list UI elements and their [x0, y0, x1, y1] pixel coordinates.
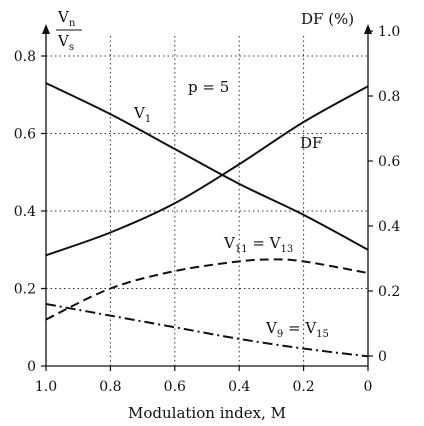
series-layer: [45, 82, 369, 358]
right-tick-label: 0.4: [378, 219, 400, 235]
series-line: [45, 258, 369, 321]
left-tick-label: 0.2: [14, 282, 36, 298]
series-label: V9 = V15: [265, 319, 329, 340]
x-tick-label: 0: [364, 379, 373, 395]
series-label: V1: [133, 104, 151, 125]
left-tick-label: 0: [27, 359, 36, 375]
x-tick-label: 1.0: [35, 379, 57, 395]
left-tick-label: 0.4: [14, 204, 36, 220]
left-axis-arrow: [42, 24, 50, 34]
series-line: [45, 82, 369, 251]
right-axis-title: DF (%): [301, 10, 354, 28]
left-tick-label: 0.6: [14, 127, 36, 143]
left-tick-label: 0.8: [14, 49, 36, 65]
axes: 1.0 0.8 0.6 0.4 0.2 000.20.40.60.800.20.40.60…: [14, 24, 400, 395]
x-tick-label: 0.4: [228, 379, 250, 395]
right-tick-label: 0.2: [378, 284, 400, 300]
annotation-p: p = 5: [188, 78, 229, 96]
right-tick-label: 0: [378, 349, 387, 365]
x-tick-label: 0.8: [99, 379, 121, 395]
right-tick-label: 0.6: [378, 154, 400, 170]
series-label: DF: [300, 134, 322, 152]
x-tick-label: 0.6: [164, 379, 186, 395]
x-tick-label: 0.2: [292, 379, 314, 395]
series-line: [45, 303, 369, 358]
series-label: V11 = V13: [223, 234, 293, 255]
x-axis-title: Modulation index, M: [128, 404, 286, 422]
series-line: [45, 85, 369, 257]
grid-lines: [46, 36, 368, 366]
left-axis-title-numerator: Vn: [57, 8, 76, 29]
labels: Modulation index, M Vn Vs DF (%) p = 5 V1 DF V1…: [56, 8, 354, 422]
right-tick-label: 0.8: [378, 89, 400, 105]
right-tick-label: 1.0: [378, 24, 400, 40]
right-axis-arrow: [364, 24, 372, 34]
left-axis-title-denominator: Vs: [57, 32, 74, 53]
